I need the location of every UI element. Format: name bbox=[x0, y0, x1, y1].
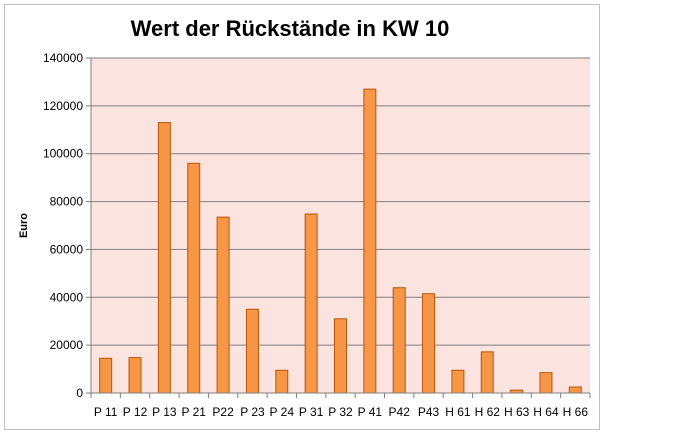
chart-title: Wert der Rückstände in KW 10 bbox=[131, 16, 450, 41]
bar-p12 bbox=[128, 357, 142, 394]
x-tick-label: P 13 bbox=[152, 405, 177, 419]
x-tick-label: H 63 bbox=[504, 405, 530, 419]
y-tick-label: 0 bbox=[76, 386, 83, 400]
bar-h61 bbox=[451, 369, 465, 394]
bar-h64 bbox=[539, 372, 553, 394]
y-axis-ticks: 0 20000 40000 60000 80000 100000 120000 140000 bbox=[43, 51, 91, 400]
x-tick-label: P 23 bbox=[240, 405, 265, 419]
x-tick-label: P22 bbox=[212, 405, 234, 419]
y-tick-label: 140000 bbox=[43, 51, 83, 65]
x-tick-label: P 21 bbox=[182, 405, 207, 419]
y-axis-title: Euro bbox=[18, 213, 30, 238]
gridlines bbox=[91, 57, 590, 346]
x-axis-ticks: P 11 P 12 P 13 P 21 P22 P 23 P 24 P 31 P 32 P 41 P… bbox=[90, 393, 591, 419]
bar-p22 bbox=[216, 216, 230, 394]
y-tick-label: 80000 bbox=[50, 195, 84, 209]
x-tick-label: P 32 bbox=[328, 405, 353, 419]
x-tick-label: H 64 bbox=[533, 405, 559, 419]
x-tick-label: H 62 bbox=[475, 405, 501, 419]
x-tick-label: P 24 bbox=[270, 405, 295, 419]
x-tick-label: P 11 bbox=[94, 405, 118, 419]
y-tick-label: 20000 bbox=[50, 338, 84, 352]
y-tick-label: 40000 bbox=[50, 290, 84, 304]
x-tick-label: P 12 bbox=[123, 405, 148, 419]
bar-p13 bbox=[157, 122, 171, 394]
bar-chart: Wert der Rückstände in KW 10 Euro 0 20000… bbox=[18, 16, 591, 419]
bar-p43 bbox=[422, 293, 436, 394]
bar-h66 bbox=[568, 386, 582, 394]
bar-p41 bbox=[363, 88, 377, 394]
bar-p31 bbox=[304, 213, 318, 394]
bar-p21 bbox=[187, 162, 201, 394]
bar-p24 bbox=[275, 369, 289, 394]
bar-p32 bbox=[334, 318, 347, 394]
x-tick-label: P42 bbox=[389, 405, 411, 419]
y-tick-label: 60000 bbox=[50, 242, 84, 256]
y-tick-label: 100000 bbox=[43, 147, 83, 161]
x-tick-label: H 66 bbox=[563, 405, 589, 419]
chart-frame: Wert der Rückstände in KW 10 Euro 0 20000… bbox=[4, 4, 600, 430]
axes bbox=[90, 58, 590, 394]
y-tick-label: 120000 bbox=[43, 99, 83, 113]
bar-p42 bbox=[392, 287, 406, 394]
x-tick-label: P43 bbox=[418, 405, 440, 419]
x-tick-label: H 61 bbox=[445, 405, 471, 419]
x-tick-label: P 31 bbox=[299, 405, 324, 419]
bar-p11 bbox=[99, 357, 113, 394]
bars bbox=[99, 88, 582, 394]
bar-p23 bbox=[245, 308, 259, 394]
x-tick-label: P 41 bbox=[358, 405, 383, 419]
bar-h62 bbox=[480, 351, 494, 394]
